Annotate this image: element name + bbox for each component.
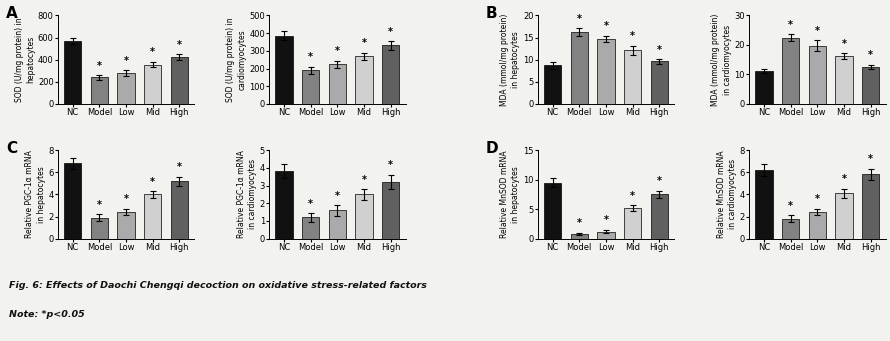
Bar (117, 73, 134, 104)
Bar (275, 36, 293, 104)
Bar (171, 57, 188, 104)
Text: Fig. 6: Effects of Daochi Chengqi decoction on oxidative stress-related factors: Fig. 6: Effects of Daochi Chengqi decoct… (9, 281, 427, 290)
Bar (809, 46, 826, 104)
Bar (624, 208, 642, 239)
Y-axis label: Relative PGC-1α mRNA
in hepatocytes: Relative PGC-1α mRNA in hepatocytes (26, 150, 45, 238)
Text: *: * (308, 198, 313, 209)
Bar (64, 163, 81, 239)
Bar (597, 39, 615, 104)
Y-axis label: MDA (mmol/mg protein)
in hepatocytes: MDA (mmol/mg protein) in hepatocytes (500, 14, 521, 106)
Text: *: * (124, 194, 128, 204)
Text: *: * (335, 191, 340, 201)
Bar (809, 212, 826, 239)
Text: *: * (657, 176, 662, 187)
Bar (355, 56, 373, 104)
Text: A: A (6, 6, 18, 21)
Bar (171, 181, 188, 239)
Text: *: * (842, 174, 846, 184)
Text: *: * (361, 175, 367, 184)
Text: *: * (388, 161, 393, 170)
Bar (328, 64, 346, 104)
Bar (91, 77, 108, 104)
Bar (597, 232, 615, 239)
Bar (355, 194, 373, 239)
Text: *: * (842, 39, 846, 49)
Bar (782, 219, 799, 239)
Bar (862, 67, 879, 104)
Bar (756, 71, 773, 104)
Text: *: * (308, 52, 313, 62)
Text: *: * (361, 38, 367, 48)
Text: *: * (150, 47, 155, 57)
Bar (651, 194, 668, 239)
Bar (117, 212, 134, 239)
Bar (302, 218, 320, 239)
Bar (382, 182, 400, 239)
Text: *: * (815, 26, 820, 36)
Bar (651, 61, 668, 104)
Y-axis label: SOD (U/mg protein) in
cardiomyocytes: SOD (U/mg protein) in cardiomyocytes (226, 17, 247, 102)
Bar (328, 210, 346, 239)
Bar (782, 38, 799, 104)
Text: *: * (388, 27, 393, 36)
Bar (570, 234, 588, 239)
Text: *: * (815, 194, 820, 204)
Text: *: * (577, 14, 582, 24)
Text: *: * (603, 21, 609, 31)
Text: *: * (789, 201, 793, 211)
Text: *: * (789, 19, 793, 30)
Bar (836, 56, 853, 104)
Text: *: * (97, 200, 101, 210)
Text: B: B (486, 6, 498, 21)
Y-axis label: Relative PGC-1α mRNA
in cardiomyocytes: Relative PGC-1α mRNA in cardiomyocytes (237, 150, 257, 238)
Text: *: * (868, 154, 873, 164)
Y-axis label: Relative MnSOD mRNA
in cardiomyocytes: Relative MnSOD mRNA in cardiomyocytes (716, 151, 737, 238)
Bar (382, 45, 400, 104)
Bar (862, 175, 879, 239)
Text: *: * (124, 56, 128, 66)
Y-axis label: Relative MnSOD mRNA
in hepatocytes: Relative MnSOD mRNA in hepatocytes (500, 151, 521, 238)
Text: *: * (335, 46, 340, 56)
Text: *: * (630, 191, 635, 201)
Text: C: C (6, 141, 17, 156)
Bar (91, 218, 108, 239)
Text: *: * (603, 216, 609, 225)
Text: *: * (177, 40, 182, 50)
Bar (544, 182, 562, 239)
Text: *: * (150, 177, 155, 187)
Text: *: * (657, 45, 662, 55)
Text: *: * (97, 61, 101, 71)
Y-axis label: SOD (U/mg protein) in
hepatocytes: SOD (U/mg protein) in hepatocytes (15, 17, 35, 102)
Bar (836, 193, 853, 239)
Text: *: * (177, 162, 182, 172)
Bar (144, 65, 161, 104)
Text: D: D (486, 141, 498, 156)
Text: Note: *p<0.05: Note: *p<0.05 (9, 310, 85, 319)
Y-axis label: MDA (mmol/mg protein)
in cardiomyocytes: MDA (mmol/mg protein) in cardiomyocytes (711, 14, 732, 106)
Bar (756, 170, 773, 239)
Text: *: * (630, 31, 635, 42)
Bar (624, 50, 642, 104)
Bar (544, 65, 562, 104)
Bar (144, 194, 161, 239)
Text: *: * (577, 218, 582, 228)
Bar (570, 32, 588, 104)
Bar (302, 70, 320, 104)
Bar (275, 171, 293, 239)
Bar (64, 41, 81, 104)
Text: *: * (868, 50, 873, 60)
